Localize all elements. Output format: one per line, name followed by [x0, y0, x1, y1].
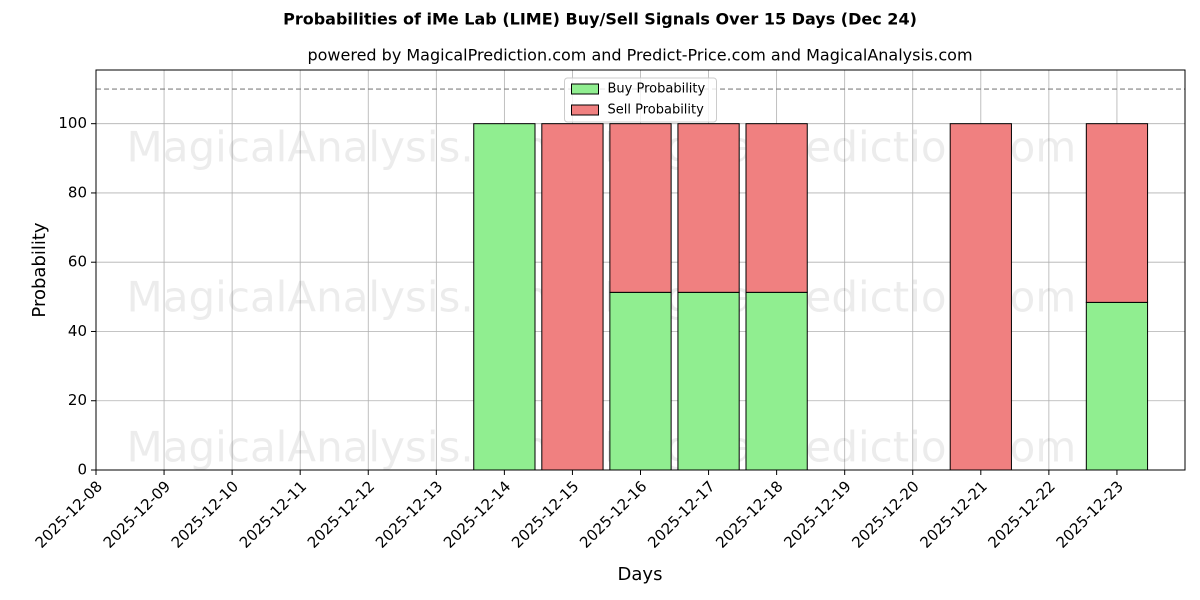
legend-swatch — [571, 104, 599, 116]
bar — [745, 123, 808, 293]
bar — [677, 123, 740, 293]
bar — [745, 291, 808, 471]
x-tick-label: 2025-12-19 — [780, 477, 854, 551]
y-tick-label: 20 — [68, 391, 87, 409]
x-tick-label: 2025-12-09 — [100, 477, 174, 551]
x-tick-label: 2025-12-14 — [440, 477, 514, 551]
y-tick-label: 0 — [77, 461, 87, 479]
x-tick-label: 2025-12-22 — [985, 477, 1059, 551]
y-tick-label: 100 — [58, 114, 87, 132]
x-tick-label: 2025-12-08 — [32, 477, 106, 551]
bar — [1085, 301, 1149, 471]
x-tick-label: 2025-12-10 — [168, 477, 242, 551]
x-tick-label: 2025-12-12 — [304, 477, 378, 551]
bar — [541, 123, 604, 471]
x-tick-label: 2025-12-21 — [916, 477, 990, 551]
plot-frame — [95, 69, 1186, 471]
y-tick-label: 40 — [68, 322, 87, 340]
bar — [1085, 123, 1149, 303]
x-tick-label: 2025-12-13 — [372, 477, 446, 551]
bar — [949, 123, 1012, 471]
y-tick-label: 60 — [68, 253, 87, 271]
bar — [609, 291, 672, 471]
x-tick-label: 2025-12-16 — [576, 477, 650, 551]
y-axis-label: Probability — [29, 222, 50, 317]
bar — [473, 123, 536, 471]
bar — [677, 291, 740, 471]
chart-title: Probabilities of iMe Lab (LIME) Buy/Sell… — [283, 10, 917, 29]
x-tick-label: 2025-12-15 — [508, 477, 582, 551]
x-tick-label: 2025-12-20 — [848, 477, 922, 551]
legend-label: Sell Probability — [608, 103, 705, 118]
x-tick-label: 2025-12-17 — [644, 477, 718, 551]
x-tick-label: 2025-12-23 — [1053, 477, 1127, 551]
chart-subtitle: powered by MagicalPrediction.com and Pre… — [307, 46, 972, 65]
legend-label: Buy Probability — [608, 82, 706, 97]
legend-box — [564, 77, 717, 123]
x-tick-label: 2025-12-11 — [236, 477, 310, 551]
legend-swatch — [571, 83, 599, 95]
y-tick-label: 80 — [68, 183, 87, 201]
bar — [609, 123, 672, 293]
x-tick-label: 2025-12-18 — [712, 477, 786, 551]
x-axis-label: Days — [618, 564, 663, 585]
